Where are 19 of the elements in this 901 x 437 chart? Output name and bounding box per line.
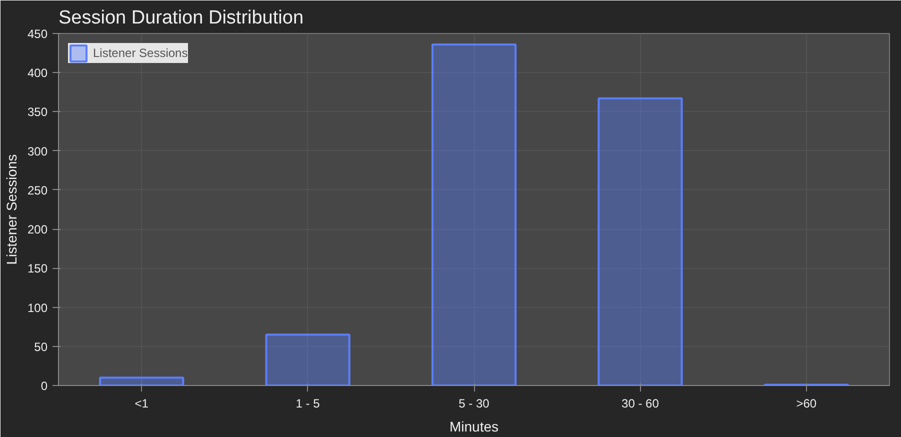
legend-label: Listener Sessions (93, 46, 188, 60)
y-tick-label: 300 (27, 144, 48, 158)
y-tick-label: 350 (27, 105, 48, 120)
y-tick-label: 0 (40, 379, 48, 393)
x-tick-label: <1 (134, 396, 149, 410)
y-tick-label: 50 (34, 340, 48, 354)
x-axis-title: Minutes (449, 418, 499, 434)
y-tick-label: 250 (27, 183, 48, 198)
y-tick-label: 150 (27, 262, 48, 276)
chart-title: Session Duration Distribution (58, 8, 304, 28)
x-tick-label: 1 - 5 (296, 396, 320, 410)
y-tick-label: 200 (27, 222, 48, 237)
y-tick-label: 450 (27, 27, 48, 41)
x-tick-label: 5 - 30 (458, 396, 490, 410)
y-tick-label: 100 (27, 300, 48, 315)
x-tick-label: >60 (796, 396, 817, 410)
y-axis-title: Listener Sessions (3, 154, 20, 265)
x-tick-label: 30 - 60 (622, 396, 660, 410)
y-tick-label: 400 (27, 66, 48, 80)
